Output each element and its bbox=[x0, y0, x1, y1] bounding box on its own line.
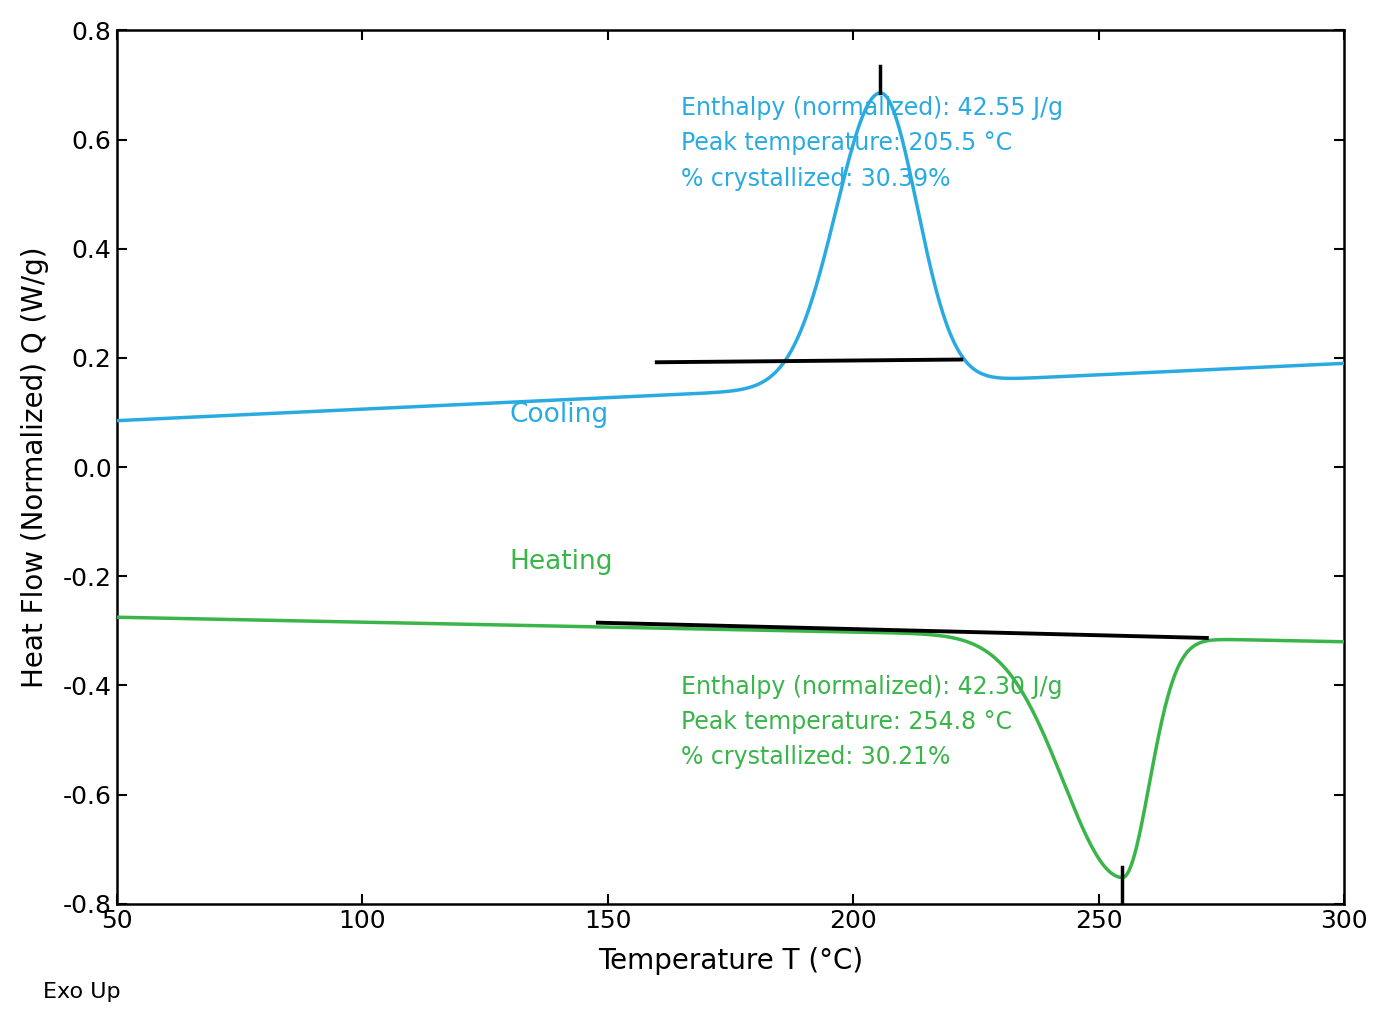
Text: Enthalpy (normalized): 42.30 J/g
Peak temperature: 254.8 °C
% crystallized: 30.2: Enthalpy (normalized): 42.30 J/g Peak te… bbox=[682, 675, 1063, 769]
Y-axis label: Heat Flow (Normalized) Q (W/g): Heat Flow (Normalized) Q (W/g) bbox=[21, 247, 49, 688]
X-axis label: Temperature T (°C): Temperature T (°C) bbox=[597, 947, 863, 974]
Text: Enthalpy (normalized): 42.55 J/g
Peak temperature: 205.5 °C
% crystallized: 30.3: Enthalpy (normalized): 42.55 J/g Peak te… bbox=[682, 95, 1064, 191]
Text: Cooling: Cooling bbox=[510, 402, 608, 427]
Text: Heating: Heating bbox=[510, 549, 613, 574]
Text: Exo Up: Exo Up bbox=[43, 983, 121, 1003]
